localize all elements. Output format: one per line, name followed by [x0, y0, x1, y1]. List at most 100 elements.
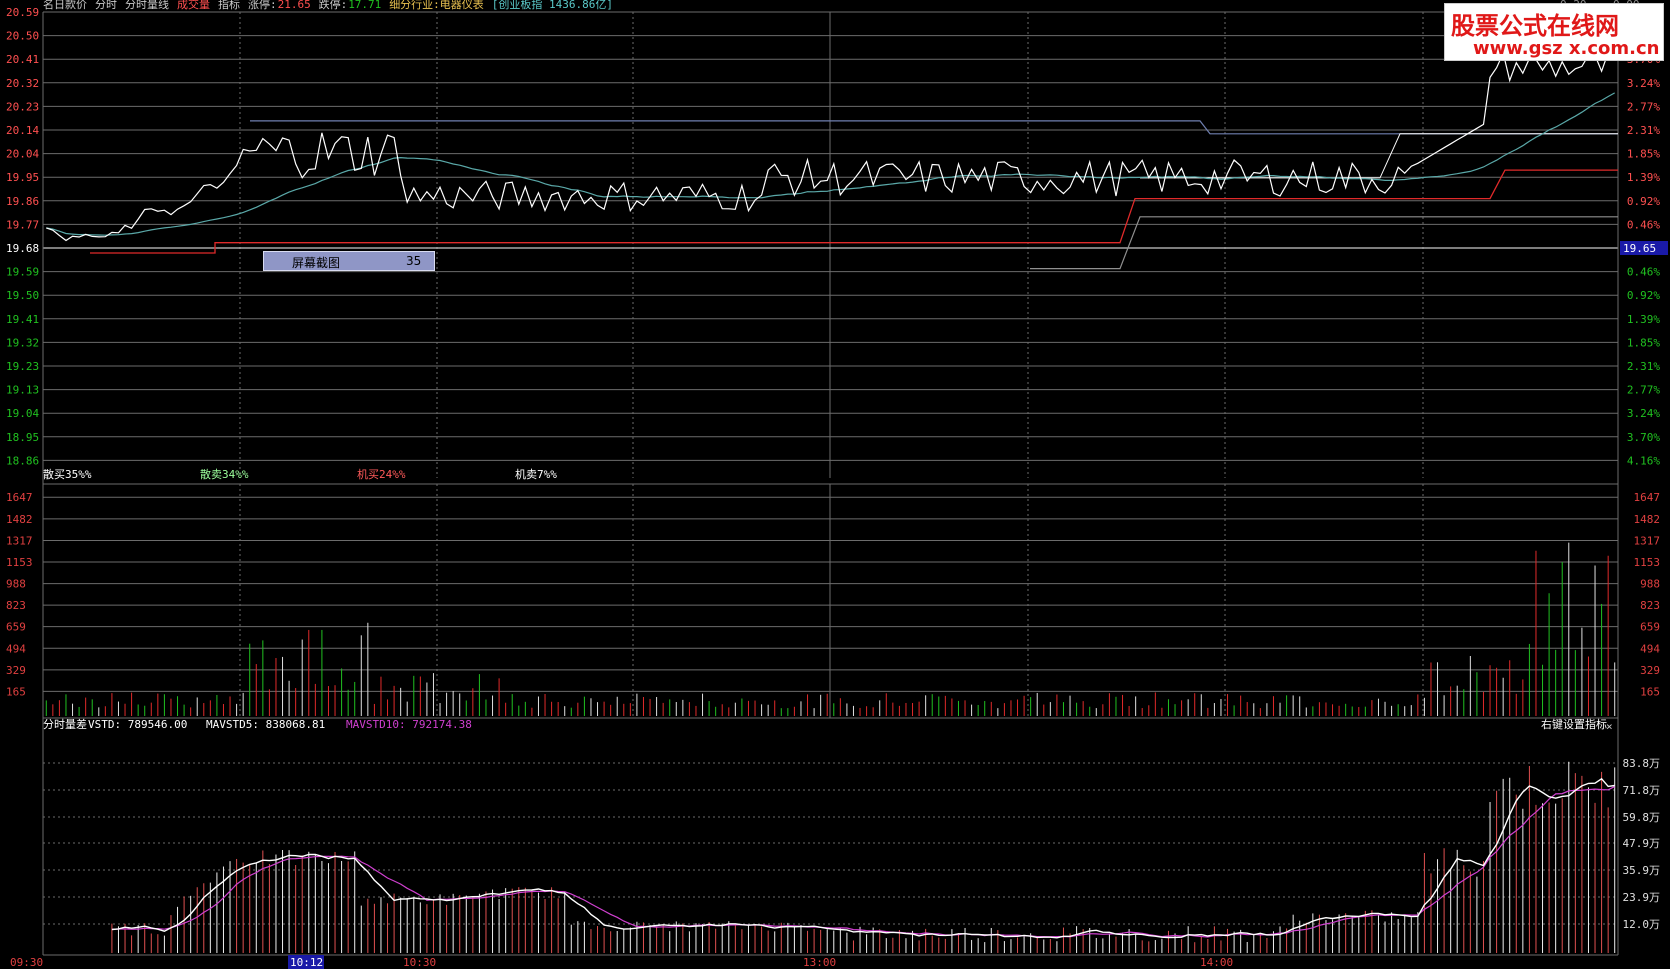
indicator-tick: 59.8万 — [1623, 811, 1661, 824]
price-tick-label: 19.32 — [6, 336, 39, 349]
split-stat-label: 机卖7%% — [515, 467, 557, 481]
price-tick-label: 19.86 — [6, 195, 39, 208]
header-item: 分时 — [95, 0, 117, 11]
pct-tick-label: 2.31% — [1627, 360, 1660, 373]
volume-bars — [45, 542, 1616, 716]
header-item: 21.65 — [278, 0, 311, 11]
indicator-settings-hint: 右键设置指标 — [1541, 717, 1607, 731]
time-tick-label: 13:00 — [803, 956, 836, 969]
pct-tick-label: 0.46% — [1627, 218, 1660, 231]
mavstd10-line — [111, 786, 1615, 938]
current-price-value: 19.65 — [1623, 242, 1656, 255]
big-sell-cost-line — [1140, 133, 1618, 179]
pct-tick-label: 2.77% — [1627, 100, 1660, 113]
time-tick-label: 14:00 — [1200, 956, 1233, 969]
volume-tick-left: 1647 — [6, 491, 33, 504]
price-tick-label: 19.04 — [6, 407, 39, 420]
watermark-title: 股票公式在线网 — [1451, 12, 1619, 40]
price-tick-label: 20.23 — [6, 100, 39, 113]
price-tick-label: 20.32 — [6, 77, 39, 90]
price-tick-label: 20.59 — [6, 6, 39, 19]
pct-tick-label: 2.77% — [1627, 384, 1660, 397]
pct-tick-label: 3.24% — [1627, 407, 1660, 420]
volume-tick-right: 1317 — [1634, 534, 1661, 547]
volume-tick-right: 1153 — [1634, 556, 1661, 569]
volume-tick-left: 1482 — [6, 513, 33, 526]
price-tick-label: 20.50 — [6, 30, 39, 43]
axis-labels: 20.59 20.50 20.41 20.32 20.23 20.14 20.04 19.95… — [6, 0, 1668, 969]
volume-tick-right: 1482 — [1634, 513, 1661, 526]
volume-tick-left: 1153 — [6, 556, 33, 569]
pct-tick-label: 0.92% — [1627, 195, 1660, 208]
price-tick-label: 19.77 — [6, 218, 39, 231]
split-stat-label: 散卖34%% — [200, 467, 249, 481]
price-tick-label: 20.04 — [6, 148, 39, 161]
big-buy-cost-line — [250, 120, 1618, 135]
volume-tick-right: 329 — [1640, 664, 1660, 677]
split-stat-label: 散买35%% — [43, 467, 92, 481]
indicator-close-icon: × — [1606, 720, 1613, 733]
time-cursor-label: 10:12 — [290, 956, 323, 969]
volume-tick-left: 329 — [6, 664, 26, 677]
price-tick-label: 19.59 — [6, 266, 39, 279]
indicator-mavstd5: MAVSTD5: 838068.81 — [206, 718, 325, 731]
indicator-tick: 12.0万 — [1623, 918, 1661, 931]
indicator-bars — [111, 761, 1616, 953]
volume-tick-right: 988 — [1640, 578, 1660, 591]
pct-tick-label: 0.92% — [1627, 289, 1660, 302]
volume-tick-right: 1647 — [1634, 491, 1661, 504]
site-watermark: 股票公式在线网 www.gsz x.com.cn — [1444, 3, 1664, 61]
price-tick-label: 19.23 — [6, 360, 39, 373]
indicator-lines — [111, 777, 1615, 939]
capture-count: 35 — [406, 254, 422, 268]
price-lines — [46, 51, 1618, 270]
volume-tick-right: 494 — [1640, 642, 1660, 655]
pct-tick-label: 3.24% — [1627, 77, 1660, 90]
header-item: 指标 — [218, 0, 240, 11]
header-item: 成交量 — [177, 0, 210, 11]
split-stat-label: 机买24%% — [357, 467, 406, 481]
pct-tick-label: 1.39% — [1627, 171, 1660, 184]
indicator-tick: 47.9万 — [1623, 837, 1661, 850]
price-tick-label: 20.14 — [6, 124, 39, 137]
volume-tick-right: 823 — [1640, 599, 1660, 612]
average-price-line — [46, 92, 1615, 236]
time-cursor-tag — [288, 955, 324, 969]
chart-grid — [42, 11, 1619, 956]
current-price-tag — [1620, 241, 1668, 255]
header-item: 涨停: — [248, 0, 277, 11]
pct-tick-label: 1.39% — [1627, 313, 1660, 326]
price-tick-label: 19.95 — [6, 171, 39, 184]
buy-cost-line — [90, 169, 1618, 254]
indicator-tick: 23.9万 — [1623, 891, 1661, 904]
price-tick-label: 18.86 — [6, 454, 39, 467]
screenshot-capture-box[interactable]: 屏幕截图 35 — [263, 251, 435, 271]
volume-tick-left: 1317 — [6, 534, 33, 547]
volume-tick-left: 988 — [6, 578, 26, 591]
header-item: [创业板指 1436.86亿] — [492, 0, 613, 11]
indicator-vstd: VSTD: 789546.00 — [88, 718, 187, 731]
indicator-title: 分时量差 — [43, 717, 87, 731]
price-tick-label: 20.41 — [6, 53, 39, 66]
header-item: 分时量线 — [125, 0, 169, 11]
volume-tick-left: 659 — [6, 621, 26, 634]
time-tick-label: 09:30 — [10, 956, 43, 969]
price-tick-label: 19.68 — [6, 242, 39, 255]
indicator-tick: 83.8万 — [1623, 757, 1661, 770]
indicator-mavstd10: MAVSTD10: 792174.38 — [346, 718, 472, 731]
header-item: 17.71 — [348, 0, 381, 11]
price-tick-label: 19.13 — [6, 384, 39, 397]
volume-tick-left: 165 — [6, 685, 26, 698]
header-item: 细分行业:电器仪表 — [389, 0, 484, 11]
pct-tick-label: 1.85% — [1627, 336, 1660, 349]
pct-tick-label: 0.46% — [1627, 266, 1660, 279]
price-tick-label: 18.95 — [6, 431, 39, 444]
volume-tick-left: 494 — [6, 642, 26, 655]
volume-tick-left: 823 — [6, 599, 26, 612]
volume-tick-right: 165 — [1640, 685, 1660, 698]
header-item: 跌停: — [319, 0, 348, 11]
price-line — [46, 51, 1615, 242]
pct-tick-label: 4.16% — [1627, 454, 1660, 467]
volume-tick-right: 659 — [1640, 621, 1660, 634]
